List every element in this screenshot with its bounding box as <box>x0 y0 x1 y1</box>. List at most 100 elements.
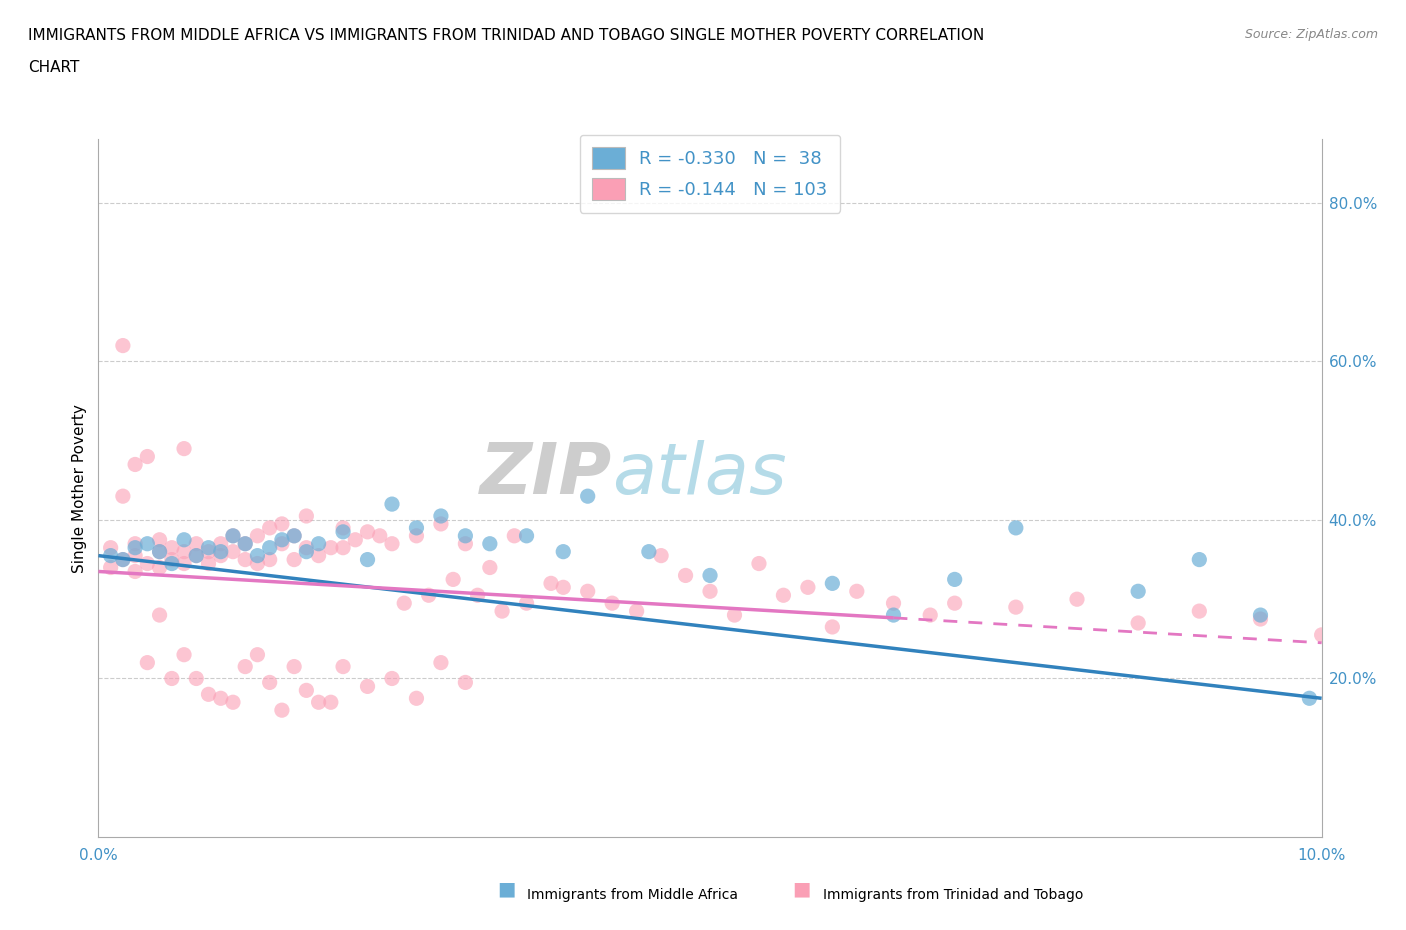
Point <box>356 679 378 694</box>
Point <box>503 528 526 543</box>
Point <box>467 588 489 603</box>
Point <box>209 537 232 551</box>
Point <box>516 596 538 611</box>
Point <box>943 572 966 587</box>
Text: Immigrants from Middle Africa: Immigrants from Middle Africa <box>527 887 738 902</box>
Point <box>332 525 354 539</box>
Point <box>553 580 575 595</box>
Point <box>1004 600 1026 615</box>
Point <box>1310 628 1333 643</box>
Point <box>283 528 305 543</box>
Text: atlas: atlas <box>612 440 787 509</box>
Point <box>1188 552 1211 567</box>
Point <box>246 556 269 571</box>
Point <box>100 548 122 563</box>
Point <box>600 596 623 611</box>
Text: ■: ■ <box>496 880 516 898</box>
Point <box>332 540 354 555</box>
Point <box>405 528 427 543</box>
Point <box>186 548 208 563</box>
Point <box>209 544 232 559</box>
Text: ZIP: ZIP <box>479 440 612 509</box>
Point <box>124 457 146 472</box>
Point <box>259 540 281 555</box>
Point <box>259 521 281 536</box>
Point <box>821 619 844 634</box>
Point <box>920 607 942 622</box>
Text: ■: ■ <box>792 880 811 898</box>
Point <box>1188 604 1211 618</box>
Point <box>246 528 269 543</box>
Point <box>186 537 208 551</box>
Point <box>699 584 721 599</box>
Point <box>149 607 172 622</box>
Point <box>160 540 183 555</box>
Text: Source: ZipAtlas.com: Source: ZipAtlas.com <box>1244 28 1378 41</box>
Point <box>259 675 281 690</box>
Point <box>160 552 183 567</box>
Point <box>149 560 172 575</box>
Point <box>748 556 770 571</box>
Point <box>197 544 219 559</box>
Point <box>186 671 208 686</box>
Point <box>233 537 256 551</box>
Point <box>626 604 648 618</box>
Point <box>319 695 342 710</box>
Point <box>136 537 159 551</box>
Point <box>173 556 195 571</box>
Point <box>111 489 134 504</box>
Point <box>344 532 367 547</box>
Point <box>270 537 292 551</box>
Point <box>270 532 292 547</box>
Point <box>430 655 453 670</box>
Point <box>454 528 477 543</box>
Point <box>136 556 159 571</box>
Point <box>405 521 427 536</box>
Point <box>675 568 697 583</box>
Point <box>149 532 172 547</box>
Point <box>723 607 745 622</box>
Point <box>111 552 134 567</box>
Point <box>797 580 820 595</box>
Point <box>381 537 404 551</box>
Point <box>308 537 330 551</box>
Point <box>405 691 427 706</box>
Point <box>222 544 245 559</box>
Point <box>209 548 232 563</box>
Point <box>943 596 966 611</box>
Point <box>883 596 905 611</box>
Point <box>356 525 378 539</box>
Point <box>270 516 292 531</box>
Point <box>197 687 219 702</box>
Point <box>772 588 794 603</box>
Point <box>246 647 269 662</box>
Point <box>124 540 146 555</box>
Point <box>197 540 219 555</box>
Point <box>637 544 661 559</box>
Text: 0.0%: 0.0% <box>79 848 118 863</box>
Point <box>308 695 330 710</box>
Point <box>160 556 183 571</box>
Point <box>173 647 195 662</box>
Point <box>173 441 195 456</box>
Legend: R = -0.330   N =  38, R = -0.144   N = 103: R = -0.330 N = 38, R = -0.144 N = 103 <box>579 135 841 213</box>
Point <box>136 655 159 670</box>
Y-axis label: Single Mother Poverty: Single Mother Poverty <box>72 404 87 573</box>
Point <box>1249 612 1271 627</box>
Text: CHART: CHART <box>28 60 80 75</box>
Point <box>173 544 195 559</box>
Point <box>430 509 453 524</box>
Point <box>1066 591 1088 606</box>
Point <box>441 572 464 587</box>
Point <box>381 497 404 512</box>
Point <box>454 537 477 551</box>
Point <box>295 509 318 524</box>
Point <box>173 532 195 547</box>
Point <box>233 537 256 551</box>
Point <box>491 604 513 618</box>
Point <box>332 521 354 536</box>
Point <box>540 576 562 591</box>
Point <box>454 675 477 690</box>
Point <box>100 540 122 555</box>
Point <box>222 528 245 543</box>
